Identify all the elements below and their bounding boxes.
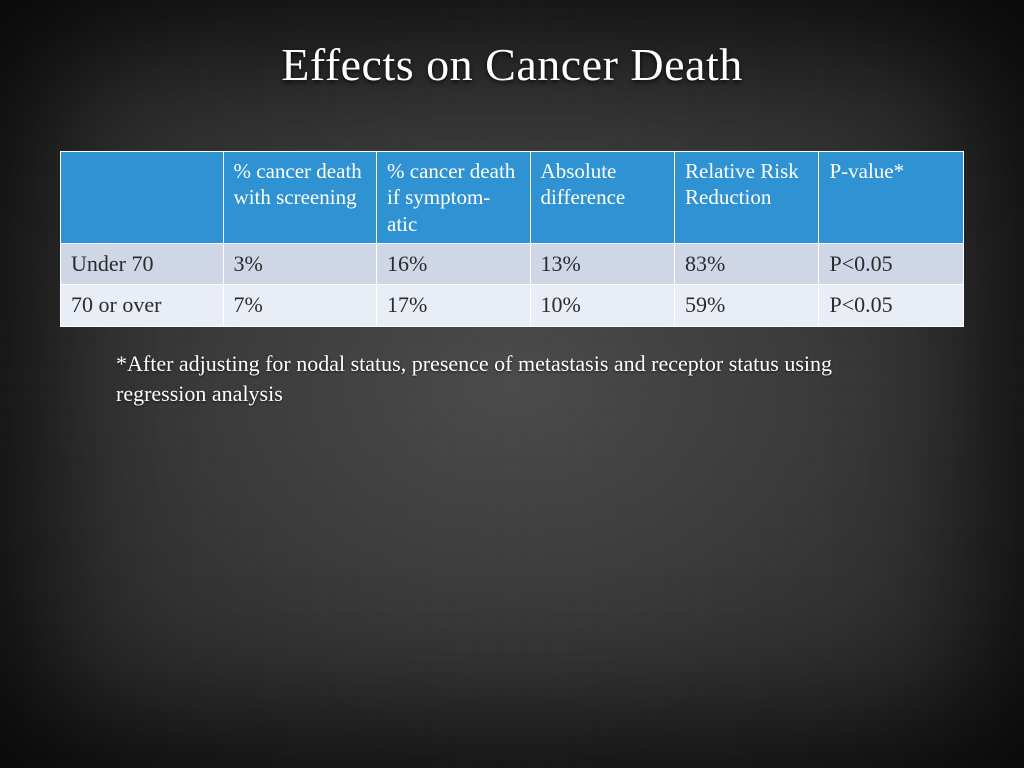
slide: Effects on Cancer Death % cancer death w… — [0, 0, 1024, 768]
data-table: % cancer death with screening% cancer de… — [60, 151, 964, 327]
table-cell: 13% — [530, 243, 674, 285]
table-cell: P<0.05 — [819, 285, 964, 327]
table-cell: 17% — [377, 285, 531, 327]
column-header: % cancer death if symptom-atic — [377, 152, 531, 244]
table-row: 70 or over7%17%10%59%P<0.05 — [61, 285, 964, 327]
table-row: Under 703%16%13%83%P<0.05 — [61, 243, 964, 285]
table-body: Under 703%16%13%83%P<0.0570 or over7%17%… — [61, 243, 964, 326]
table-cell: 59% — [675, 285, 819, 327]
column-header: Absolute difference — [530, 152, 674, 244]
table-cell: 3% — [223, 243, 377, 285]
footnote: *After adjusting for nodal status, prese… — [60, 349, 964, 408]
table-cell: 83% — [675, 243, 819, 285]
column-header: P-value* — [819, 152, 964, 244]
column-header: % cancer death with screening — [223, 152, 377, 244]
table-header: % cancer death with screening% cancer de… — [61, 152, 964, 244]
table-cell: 7% — [223, 285, 377, 327]
slide-title: Effects on Cancer Death — [60, 38, 964, 91]
table-cell: 70 or over — [61, 285, 224, 327]
column-header: Relative Risk Reduction — [675, 152, 819, 244]
column-header — [61, 152, 224, 244]
table-cell: P<0.05 — [819, 243, 964, 285]
table-cell: 10% — [530, 285, 674, 327]
table-cell: 16% — [377, 243, 531, 285]
table-header-row: % cancer death with screening% cancer de… — [61, 152, 964, 244]
table-cell: Under 70 — [61, 243, 224, 285]
data-table-container: % cancer death with screening% cancer de… — [60, 151, 964, 327]
